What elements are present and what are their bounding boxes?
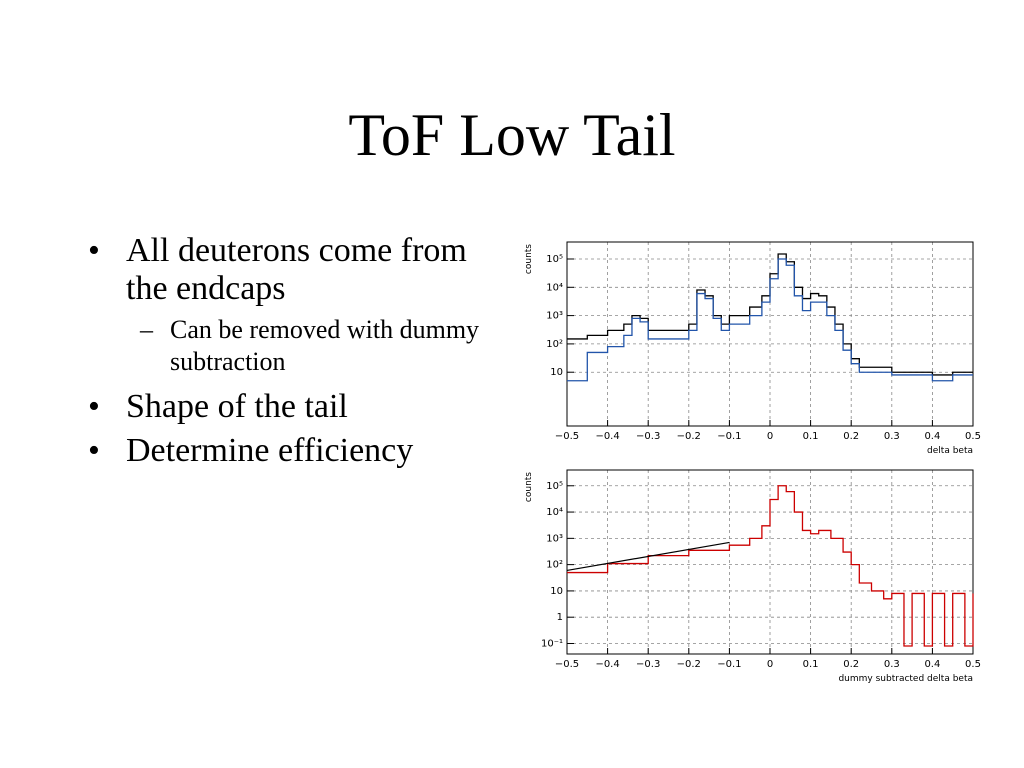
x-tick-label: −0.4: [595, 431, 619, 442]
x-tick-label: −0.2: [677, 659, 701, 670]
bullet-item: • Determine efficiency: [88, 432, 498, 470]
x-tick-label: 0.1: [803, 659, 819, 670]
bullet-list: • All deuterons come from the endcaps – …: [88, 232, 498, 476]
histogram-bottom: −0.5 −0.4 −0.3 −0.2 −0.1 0 0.1 0.2 0.3 0.4 0.5 10⁻¹…: [510, 464, 990, 689]
histogram-series-0: [567, 253, 973, 376]
x-tick-label: −0.5: [555, 431, 579, 442]
sub-bullet-text: Can be removed with dummy subtraction: [170, 315, 480, 376]
bullet-dot: •: [88, 432, 100, 469]
y-tick-label: 10²: [546, 560, 563, 571]
x-tick-label: −0.4: [595, 659, 619, 670]
histogram-series-0: [567, 485, 974, 647]
y-tick-label: 10⁵: [546, 254, 563, 265]
y-tick-label: 1: [557, 612, 563, 623]
y-tick-label: 10: [550, 367, 563, 378]
x-tick-label: 0.2: [843, 659, 859, 670]
histogram-top: −0.5 −0.4 −0.3 −0.2 −0.1 0 0.1 0.2 0.3 0.4 0.5 10 10…: [510, 236, 990, 461]
x-tick-label: 0.2: [843, 431, 859, 442]
bullet-item: • Shape of the tail: [88, 388, 498, 426]
x-tick-label: 0.5: [965, 431, 981, 442]
x-tick-label: 0.1: [803, 431, 819, 442]
y-axis-label: counts: [524, 472, 534, 502]
histogram-series-1: [567, 258, 973, 382]
sub-bullet-item: – Can be removed with dummy subtraction: [88, 314, 498, 378]
y-tick-label: 10: [550, 586, 563, 597]
x-tick-label: −0.1: [717, 659, 741, 670]
fit-line: [566, 541, 730, 572]
y-axis-label: counts: [524, 244, 534, 274]
x-tick-label: −0.1: [717, 431, 741, 442]
y-tick-label: 10³: [546, 533, 563, 544]
x-axis-label: dummy subtracted delta beta: [838, 674, 973, 684]
bullet-dot: •: [88, 388, 100, 425]
x-tick-label: −0.2: [677, 431, 701, 442]
bullet-dot: •: [88, 232, 100, 269]
x-tick-label: 0.3: [884, 431, 900, 442]
bullet-text: All deuterons come from the endcaps: [126, 232, 467, 307]
x-tick-label: 0.3: [884, 659, 900, 670]
bullet-text: Determine efficiency: [126, 432, 414, 469]
bullet-text: Shape of the tail: [126, 388, 348, 425]
y-tick-label: 10²: [546, 339, 563, 350]
x-tick-label: −0.3: [636, 659, 660, 670]
sub-bullet-dash: –: [140, 315, 153, 344]
histogram-bottom-svg: −0.5 −0.4 −0.3 −0.2 −0.1 0 0.1 0.2 0.3 0.4 0.5 10⁻¹…: [524, 469, 981, 684]
x-axis-label: delta beta: [927, 446, 973, 456]
x-tick-label: 0: [767, 659, 773, 670]
y-tick-label: 10⁵: [546, 481, 563, 492]
x-tick-label: 0.4: [924, 659, 940, 670]
x-tick-label: −0.3: [636, 431, 660, 442]
slide-title: ToF Low Tail: [348, 102, 676, 168]
x-tick-label: 0.5: [965, 659, 981, 670]
x-tick-label: −0.5: [555, 659, 579, 670]
y-tick-label: 10⁻¹: [541, 638, 563, 649]
x-tick-label: 0: [767, 431, 773, 442]
y-tick-label: 10⁴: [546, 282, 563, 293]
y-tick-label: 10³: [546, 311, 563, 322]
x-tick-label: 0.4: [924, 431, 940, 442]
bullet-item: • All deuterons come from the endcaps: [88, 232, 498, 308]
histogram-top-svg: −0.5 −0.4 −0.3 −0.2 −0.1 0 0.1 0.2 0.3 0.4 0.5 10 10…: [524, 241, 981, 456]
y-tick-label: 10⁴: [546, 507, 563, 518]
